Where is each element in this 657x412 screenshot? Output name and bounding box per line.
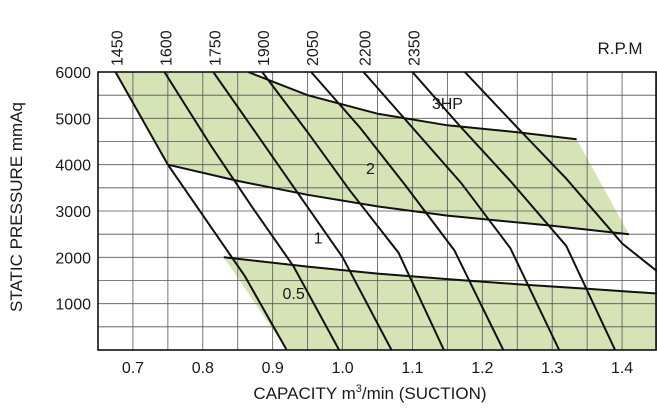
hp-curve-3hp <box>247 72 577 141</box>
y-tick-label: 5000 <box>55 111 91 128</box>
y-tick-label: 2000 <box>55 250 91 267</box>
rpm-curve-1750 <box>212 72 393 350</box>
band-label-3: 0.5 <box>283 286 305 303</box>
x-axis-title-suffix: /min (SUCTION) <box>362 384 487 403</box>
label-layer: 3HP 2 1 0.5 <box>283 96 463 303</box>
y-tick-label: 3000 <box>55 204 91 221</box>
y-tick-label: 1000 <box>55 297 91 314</box>
curve-layer <box>114 72 657 350</box>
x-tick-label: 1.1 <box>401 360 423 377</box>
rpm-label-1900: 1900 <box>256 30 273 66</box>
rpm-curve-2200 <box>362 72 561 350</box>
rpm-curve-2050 <box>310 72 505 350</box>
x-axis-title-superscript: 3 <box>356 383 362 395</box>
band-label-0: 3HP <box>432 96 463 113</box>
rpm-label-2200: 2200 <box>358 30 375 66</box>
band-label-1: 2 <box>366 161 375 178</box>
rpm-curve-1450 <box>114 72 288 350</box>
rpm-axis-title: R.P.M <box>597 39 642 58</box>
rpm-curve-1600 <box>163 72 340 350</box>
band-0 <box>115 72 629 235</box>
rpm-label-1750: 1750 <box>207 30 224 66</box>
rpm-label-2350: 2350 <box>406 30 423 66</box>
rpm-curve-1900 <box>261 72 445 350</box>
x-tick-label: 1.4 <box>611 360 633 377</box>
rpm-curve-2350 <box>411 72 617 350</box>
hp-curve-1 <box>223 256 657 295</box>
y-axis-title: STATIC PRESSURE mmAq <box>7 102 26 312</box>
x-axis-title-prefix: CAPACITY m <box>253 384 355 403</box>
hp-curve-2 <box>167 163 630 236</box>
x-tick-label: 1.2 <box>471 360 493 377</box>
plot-frame <box>97 71 657 351</box>
x-tick-label: 1.0 <box>331 360 353 377</box>
rpm-label-1450: 1450 <box>110 30 127 66</box>
x-tick-label: 0.7 <box>122 360 144 377</box>
y-tick-label: 6000 <box>55 65 91 82</box>
x-tick-label: 0.9 <box>262 360 284 377</box>
rpm-label-2050: 2050 <box>305 30 322 66</box>
x-axis-title: CAPACITY m3/min (SUCTION) <box>253 383 486 403</box>
band-label-2: 1 <box>314 230 323 247</box>
rpm-curve-2500 <box>464 72 657 272</box>
x-tick-label: 0.8 <box>192 360 214 377</box>
y-tick-label: 4000 <box>55 158 91 175</box>
x-tick-label: 1.3 <box>541 360 563 377</box>
rpm-label-1600: 1600 <box>158 30 175 66</box>
tick-layer: 0.7 0.8 0.9 1.0 1.1 1.2 1.3 1.4 1000 2000 3000 4000… <box>55 30 633 377</box>
